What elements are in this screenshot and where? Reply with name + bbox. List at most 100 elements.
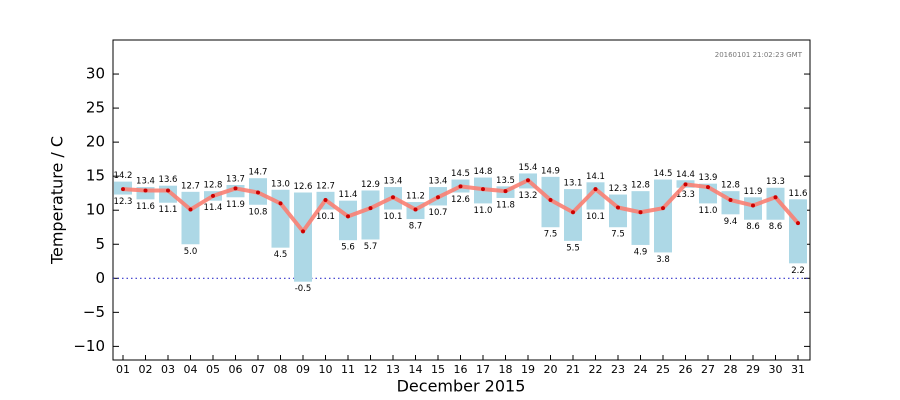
range-bar [271,189,290,248]
low-label: 7.5 [611,230,625,240]
x-tick-label: 11 [341,363,355,376]
low-label: 8.7 [409,222,423,232]
low-label: -0.5 [295,284,312,294]
range-bar [294,192,312,282]
x-tick-label: 06 [229,363,243,376]
low-label: 9.4 [724,217,738,227]
mean-marker [368,206,373,211]
y-tick-label: −5 [83,303,105,321]
high-label: 12.7 [181,181,200,191]
low-label: 10.1 [586,212,605,222]
range-bar [609,194,627,228]
x-tick-label: 05 [206,363,220,376]
y-tick-label: 20 [86,133,105,151]
range-bar [181,191,200,245]
low-label: 8.6 [769,222,783,232]
high-label: 11.6 [789,189,808,199]
x-tick-label: 29 [746,363,760,376]
x-tick-label: 25 [656,363,670,376]
range-bar [631,191,650,245]
high-label: 13.1 [564,179,583,189]
low-label: 11.6 [136,202,155,212]
x-tick-label: 24 [634,363,648,376]
high-label: 14.2 [114,171,133,181]
high-label: 14.5 [451,169,470,179]
mean-marker [526,178,530,183]
mean-marker [638,210,643,215]
range-bar [654,179,672,253]
high-label: 13.4 [429,177,448,187]
mean-marker [188,207,193,212]
x-tick-label: 28 [724,363,738,376]
low-label: 13.2 [519,191,538,201]
range-bar [766,187,785,220]
low-label: 3.8 [656,255,670,265]
low-label: 10.8 [249,207,268,217]
mean-marker [121,187,125,192]
mean-marker [481,187,485,192]
low-label: 7.5 [544,230,558,240]
high-label: 12.8 [204,181,223,191]
high-label: 14.4 [676,170,695,180]
high-label: 13.5 [496,176,515,186]
low-label: 11.8 [496,200,515,210]
low-label: 11.1 [159,205,178,215]
y-tick-label: 25 [86,99,105,117]
low-label: 10.1 [316,212,335,222]
mean-marker [143,188,148,193]
low-label: 8.6 [746,222,760,232]
x-tick-label: 01 [116,363,130,376]
range-bar [564,189,582,241]
mean-marker [773,195,778,200]
x-tick-label: 04 [184,363,198,376]
range-bar [789,199,807,264]
high-label: 11.2 [406,192,425,202]
low-label: 12.6 [451,195,470,205]
mean-marker [301,229,305,234]
low-label: 11.0 [474,206,493,216]
y-tick-label: 15 [86,167,105,185]
x-tick-label: 14 [409,363,423,376]
y-tick-label: 10 [86,201,105,219]
x-tick-label: 02 [139,363,153,376]
x-tick-label: 17 [476,363,490,376]
mean-marker [503,189,508,194]
x-tick-label: 20 [544,363,558,376]
high-label: 14.1 [586,172,605,182]
mean-marker [661,206,665,211]
mean-marker [728,198,733,202]
y-tick-label: −10 [73,337,105,355]
mean-marker [706,185,710,190]
high-label: 13.7 [226,175,245,185]
timestamp: 20160101 21:02:23 GMT [715,51,803,59]
high-label: 12.7 [316,181,335,191]
mean-marker [796,221,800,226]
x-tick-label: 22 [589,363,603,376]
x-tick-label: 08 [274,363,288,376]
y-tick-label: 5 [95,235,105,253]
range-bar [339,200,357,241]
y-axis-title: Temperature / C [48,136,67,265]
x-tick-label: 13 [386,363,400,376]
x-tick-label: 21 [566,363,580,376]
high-label: 14.5 [654,169,673,179]
low-label: 11.4 [204,203,223,213]
mean-marker [458,184,463,189]
mean-marker [211,193,215,198]
mean-marker [323,198,328,202]
x-axis-title: December 2015 [397,377,526,396]
mean-marker [548,198,553,202]
x-tick-label: 31 [791,363,805,376]
low-label: 10.7 [429,208,448,218]
high-label: 11.9 [744,187,763,197]
x-tick-label: 16 [454,363,468,376]
low-label: 4.9 [634,247,648,257]
high-label: 13.6 [159,175,178,185]
x-tick-label: 03 [161,363,175,376]
x-tick-label: 18 [499,363,513,376]
mean-marker [571,210,575,215]
mean-marker [683,182,688,187]
low-label: 5.6 [341,243,355,253]
